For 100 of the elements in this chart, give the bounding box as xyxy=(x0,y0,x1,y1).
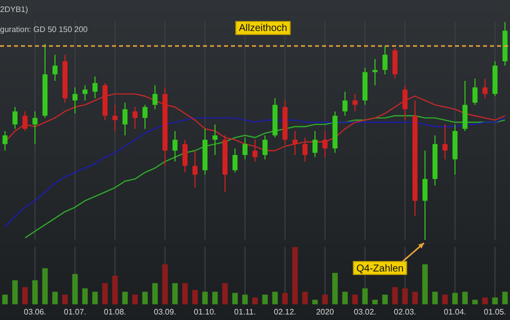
x-tick-label: 02.03. xyxy=(394,307,416,316)
x-tick-label: 01.11. xyxy=(234,307,256,316)
bar xyxy=(442,294,448,304)
x-tick-label: 03.06. xyxy=(24,307,46,316)
candlestick xyxy=(302,137,308,162)
bar xyxy=(382,294,388,304)
bar xyxy=(452,292,458,304)
bar xyxy=(292,247,298,304)
bar xyxy=(252,298,258,304)
bar xyxy=(32,280,38,304)
bar xyxy=(172,283,178,304)
chart-title: 2DYB1) xyxy=(0,5,28,14)
bar xyxy=(272,292,278,304)
candlestick xyxy=(252,139,258,162)
bar xyxy=(392,287,398,304)
bar xyxy=(502,292,508,304)
bar xyxy=(212,292,218,304)
bar xyxy=(302,292,308,304)
candlestick xyxy=(212,124,218,156)
candlestick xyxy=(382,45,388,75)
bar xyxy=(322,294,328,304)
candlestick xyxy=(92,76,98,99)
bar xyxy=(362,288,368,304)
bar xyxy=(222,283,228,304)
candlestick xyxy=(312,130,318,158)
bar xyxy=(92,292,98,304)
ref-line-label: Allzeithoch xyxy=(238,23,288,34)
candlestick xyxy=(292,130,298,156)
candlestick xyxy=(392,48,398,80)
candlestick xyxy=(322,130,328,158)
bar xyxy=(162,264,168,304)
bar xyxy=(492,298,498,304)
bar xyxy=(352,294,358,304)
bar xyxy=(202,292,208,304)
bar xyxy=(112,276,118,304)
bar xyxy=(142,292,148,304)
bar xyxy=(72,274,78,304)
x-tick-label: 03.02. xyxy=(354,307,376,316)
chart-subtitle: guration: GD 50 150 200 xyxy=(0,25,88,34)
candlestick xyxy=(232,148,238,173)
candlestick xyxy=(32,110,38,145)
x-tick-label: 01.07. xyxy=(64,307,86,316)
candlestick xyxy=(402,84,408,121)
candlestick xyxy=(172,130,178,162)
candlestick xyxy=(462,80,468,132)
candlestick xyxy=(2,130,8,152)
candlestick xyxy=(192,150,198,188)
bar xyxy=(12,280,18,304)
bar xyxy=(412,292,418,304)
candlestick xyxy=(12,106,18,130)
candlestick xyxy=(82,84,88,101)
x-tick-label: 01.04. xyxy=(444,307,466,316)
candlestick xyxy=(242,137,248,160)
candlestick xyxy=(152,84,158,110)
bar xyxy=(342,292,348,304)
candlestick xyxy=(472,78,478,106)
bar xyxy=(482,298,488,304)
candlestick xyxy=(342,91,348,116)
candlestick xyxy=(422,150,428,240)
bar xyxy=(262,294,268,304)
candlestick xyxy=(22,110,28,132)
candlestick xyxy=(442,124,448,160)
annotation: Q4-Zahlen xyxy=(356,263,404,274)
bar xyxy=(122,292,128,304)
bar xyxy=(402,288,408,304)
x-tick-label: 02.12. xyxy=(274,307,296,316)
bar xyxy=(182,283,188,304)
candlestick xyxy=(132,106,138,130)
x-tick-label: 01.10. xyxy=(194,307,216,316)
bar xyxy=(282,292,288,304)
x-tick-label: 01.08. xyxy=(104,307,126,316)
candlestick xyxy=(262,134,268,160)
candlestick xyxy=(142,104,148,130)
candlestick xyxy=(122,102,128,136)
bar xyxy=(232,292,238,304)
candlestick xyxy=(182,139,188,173)
x-tick-label: 2020 xyxy=(316,307,334,316)
bar xyxy=(152,283,158,304)
bar xyxy=(462,292,468,304)
x-tick-label: 03.09. xyxy=(154,307,176,316)
bar xyxy=(422,264,428,304)
candlestick xyxy=(372,58,378,86)
bar xyxy=(22,287,28,304)
bar xyxy=(242,294,248,304)
bar xyxy=(192,290,198,304)
bar xyxy=(2,294,8,304)
bar xyxy=(332,272,338,304)
candlestick xyxy=(72,86,78,114)
bar xyxy=(62,294,68,304)
bar xyxy=(432,292,438,304)
bar xyxy=(82,288,88,304)
x-tick-label: 01.05. xyxy=(484,307,506,316)
candlestick xyxy=(52,54,58,82)
bar xyxy=(132,294,138,304)
candlestick xyxy=(482,78,488,99)
bar xyxy=(52,292,58,304)
candlestick xyxy=(352,93,358,112)
bar xyxy=(102,283,108,304)
bar xyxy=(42,268,48,304)
candlestick xyxy=(112,104,118,132)
